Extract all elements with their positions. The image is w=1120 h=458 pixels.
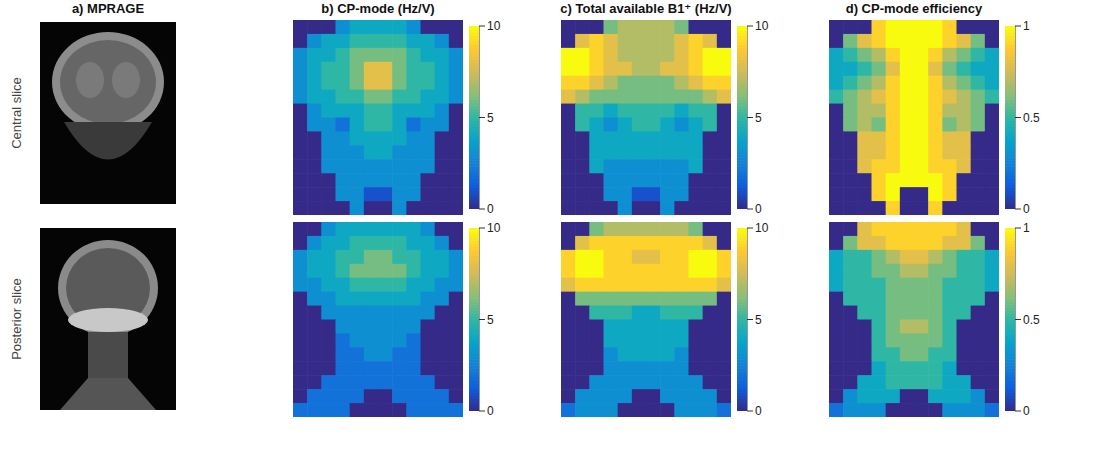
svg-text:0: 0 xyxy=(755,202,762,215)
svg-text:1: 1 xyxy=(1023,222,1030,235)
svg-text:10: 10 xyxy=(755,20,769,33)
svg-text:0: 0 xyxy=(1023,202,1030,215)
svg-text:0.5: 0.5 xyxy=(1023,111,1040,125)
svg-text:0.5: 0.5 xyxy=(1023,313,1040,327)
html-text:c) Total available B1⁺ (Hz/V): c) Total available B1⁺ (Hz/V) xyxy=(560,1,732,16)
svg-text:0: 0 xyxy=(487,202,494,215)
svg-text:10: 10 xyxy=(487,20,501,33)
svg-text:0: 0 xyxy=(1023,404,1030,417)
svg-text:5: 5 xyxy=(487,111,494,125)
html-text:b) CP-mode (Hz/V): b) CP-mode (Hz/V) xyxy=(321,1,435,16)
html-text:Posterior slice: Posterior slice xyxy=(8,278,24,360)
svg-text:10: 10 xyxy=(755,222,769,235)
html-text:d) CP-mode efficiency: d) CP-mode efficiency xyxy=(845,1,983,16)
html-text:a) MPRAGE: a) MPRAGE xyxy=(71,1,145,16)
svg-text:1: 1 xyxy=(1023,20,1030,33)
svg-text:10: 10 xyxy=(487,222,501,235)
svg-text:5: 5 xyxy=(755,313,762,327)
html-text:Central slice: Central slice xyxy=(8,77,24,149)
svg-text:0: 0 xyxy=(755,404,762,417)
svg-text:0: 0 xyxy=(487,404,494,417)
svg-text:5: 5 xyxy=(487,313,494,327)
svg-text:5: 5 xyxy=(755,111,762,125)
